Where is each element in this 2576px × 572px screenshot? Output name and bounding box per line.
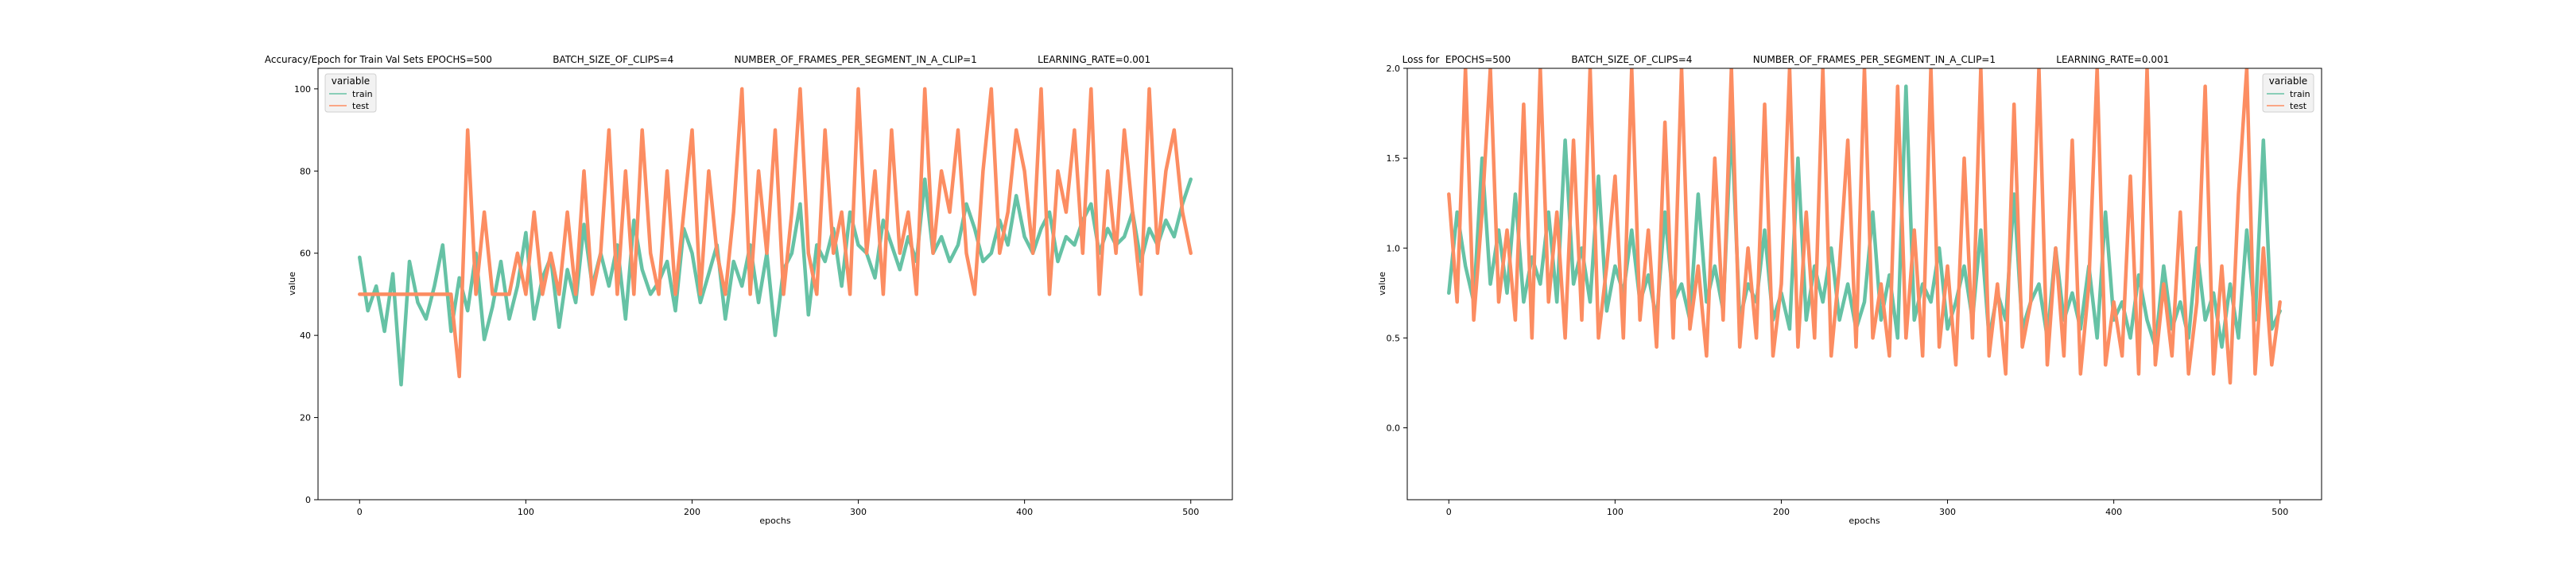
- loss-x-tick-label: 400: [2105, 507, 2122, 517]
- loss-legend: variable train test: [2262, 73, 2314, 113]
- loss-x-tick-label: 300: [1939, 507, 1956, 517]
- accuracy-legend-train-label: train: [352, 89, 373, 99]
- accuracy-x-tick-label: 0: [357, 507, 363, 517]
- accuracy-x-tick-label: 500: [1182, 507, 1199, 517]
- loss-y-tick-label: 0.5: [1387, 333, 1401, 343]
- loss-x-tick-label: 200: [1773, 507, 1790, 517]
- accuracy-legend-box: [324, 73, 377, 113]
- accuracy-x-tick-label: 400: [1016, 507, 1033, 517]
- accuracy-x-tick-label: 100: [518, 507, 534, 517]
- accuracy-y-tick-label: 60: [300, 249, 311, 259]
- loss-y-tick-label: 1.0: [1387, 243, 1401, 253]
- loss-y-tick-label: 0.0: [1387, 423, 1401, 434]
- loss-chart-title: Loss for EPOCHS=500 BATCH_SIZE_OF_CLIPS=…: [1402, 54, 2170, 65]
- loss-legend-train-label: train: [2290, 89, 2310, 99]
- loss-series-group: [1447, 68, 2282, 385]
- loss-x-tick-label: 0: [1446, 507, 1452, 517]
- accuracy-series-group: [358, 87, 1193, 387]
- accuracy-y-tick-label: 20: [300, 413, 311, 423]
- loss-y-tick-label: 1.5: [1387, 153, 1401, 164]
- loss-chart: Loss for EPOCHS=500 BATCH_SIZE_OF_CLIPS=…: [1377, 54, 2322, 526]
- accuracy-series-test-line: [358, 87, 1193, 379]
- accuracy-x-tick-label: 300: [850, 507, 867, 517]
- loss-legend-test-label: test: [2290, 101, 2307, 111]
- accuracy-y-tick-label: 80: [300, 166, 311, 176]
- accuracy-plot-area: 0 100 200 300 400 500 0 20 40 60 80 100: [294, 84, 1199, 517]
- accuracy-chart: Accuracy/Epoch for Train Val Sets EPOCHS…: [265, 54, 1233, 526]
- accuracy-axes-frame: [317, 68, 1233, 500]
- accuracy-y-tick-label: 40: [300, 330, 311, 341]
- accuracy-y-axis-label: value: [287, 272, 297, 296]
- accuracy-x-tick-label: 200: [684, 507, 700, 517]
- loss-axes-frame: [1406, 68, 2322, 500]
- loss-x-axis-label: epochs: [1849, 516, 1880, 526]
- accuracy-chart-title: Accuracy/Epoch for Train Val Sets EPOCHS…: [265, 54, 1150, 65]
- loss-legend-title: variable: [2269, 75, 2307, 87]
- accuracy-x-axis-label: epochs: [759, 516, 790, 526]
- accuracy-legend-title: variable: [332, 75, 370, 87]
- loss-x-tick-label: 500: [2271, 507, 2288, 517]
- loss-y-tick-label: 2.0: [1387, 64, 1401, 74]
- accuracy-y-tick-label: 0: [305, 495, 311, 505]
- accuracy-y-tick-label: 100: [294, 84, 311, 95]
- loss-legend-box: [2262, 73, 2314, 113]
- loss-x-tick-label: 100: [1607, 507, 1624, 517]
- accuracy-legend-test-label: test: [352, 101, 370, 111]
- accuracy-legend: variable train test: [324, 73, 377, 113]
- loss-y-axis-label: value: [1377, 272, 1387, 296]
- loss-plot-area: 0 100 200 300 400 500 0.0 0.5 1.0 1.5 2.0: [1387, 64, 2289, 517]
- loss-series-test-line: [1447, 68, 2282, 385]
